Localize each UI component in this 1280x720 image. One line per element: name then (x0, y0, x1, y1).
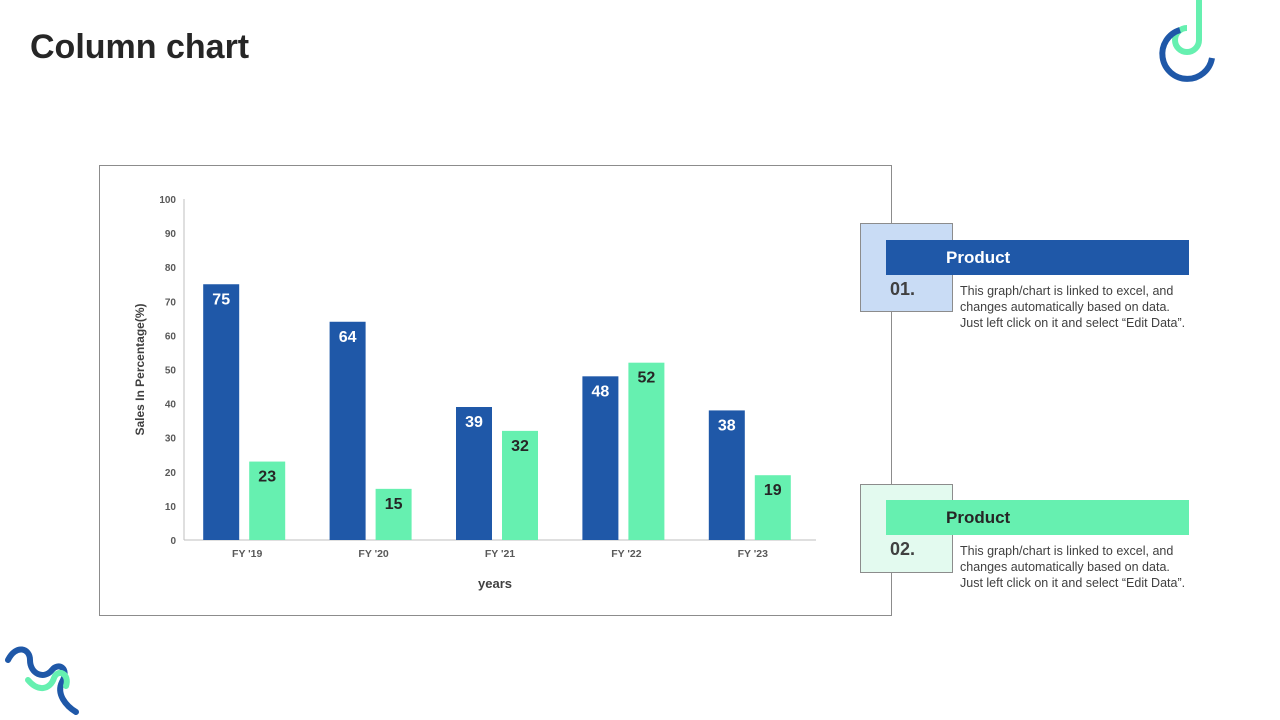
y-tick-label: 80 (165, 263, 177, 274)
squiggle-decoration-icon (5, 646, 79, 715)
card-2-number: 02. (890, 539, 916, 559)
y-tick-label: 60 (165, 331, 177, 342)
y-tick-label: 30 (165, 434, 177, 445)
card-2-description: This graph/chart is linked to excel, and… (960, 543, 1210, 591)
data-label-series-2: 15 (385, 496, 403, 513)
y-tick-label: 70 (165, 297, 177, 308)
y-tick-label: 20 (165, 468, 177, 479)
y-tick-label: 90 (165, 229, 177, 240)
column-chart: 0 10 20 30 40 50 60 70 80 90 100 Sales In Percentag… (133, 195, 816, 591)
card-1-number: 01. (890, 279, 916, 299)
y-axis-label: Sales In Percentage(%) (133, 303, 147, 435)
card-1-desc-line: This graph/chart is linked to excel, and (960, 284, 1174, 298)
y-tick-label: 10 (165, 502, 177, 513)
y-tick-label: 100 (159, 195, 176, 206)
chart-frame: 0 10 20 30 40 50 60 70 80 90 100 Sales In Percentag… (99, 165, 892, 616)
data-label-series-2: 19 (764, 482, 782, 499)
card-2-desc-line: Just left click on it and select “Edit D… (960, 576, 1186, 590)
x-tick-label: FY '23 (738, 548, 768, 560)
x-tick-label: FY '19 (232, 548, 262, 560)
data-label-series-1: 39 (465, 414, 483, 431)
card-2-desc-line: changes automatically based on data. (960, 560, 1170, 574)
card-2-heading: Product (886, 500, 1189, 535)
x-tick-label: FY '21 (485, 548, 515, 560)
bar-series-2 (754, 475, 791, 540)
y-tick-label: 0 (170, 536, 176, 547)
data-label-series-1: 75 (212, 291, 230, 308)
x-tick-label: FY '22 (611, 548, 641, 560)
y-tick-label: 40 (165, 400, 177, 411)
data-label-series-1: 38 (718, 417, 736, 434)
bar-series-1 (456, 407, 492, 540)
page-title: Column chart (30, 28, 250, 66)
card-2-desc-line: This graph/chart is linked to excel, and (960, 544, 1174, 558)
bar-series-2 (628, 362, 665, 540)
data-label-series-2: 52 (638, 370, 656, 387)
data-label-series-2: 32 (511, 438, 529, 455)
bar-series-1 (203, 284, 240, 540)
card-1-heading: Product (886, 240, 1189, 275)
x-tick-label: FY '20 (358, 548, 388, 560)
card-1-description: This graph/chart is linked to excel, and… (960, 283, 1210, 331)
data-label-series-1: 64 (339, 329, 357, 346)
bar-series-2 (502, 430, 538, 540)
bar-series-2 (375, 488, 412, 540)
y-tick-label: 50 (165, 366, 177, 377)
x-axis-label: years (478, 576, 512, 591)
card-1-desc-line: changes automatically based on data. (960, 300, 1170, 314)
bar-series-2 (249, 461, 286, 540)
card-1-desc-line: Just left click on it and select “Edit D… (960, 316, 1186, 330)
bar-series-1 (582, 376, 619, 540)
loop-hook-logo-icon (1159, 0, 1215, 82)
data-label-series-2: 23 (258, 469, 276, 486)
data-label-series-1: 48 (592, 383, 610, 400)
bar-series-1 (329, 321, 366, 540)
bar-series-1 (708, 410, 745, 540)
